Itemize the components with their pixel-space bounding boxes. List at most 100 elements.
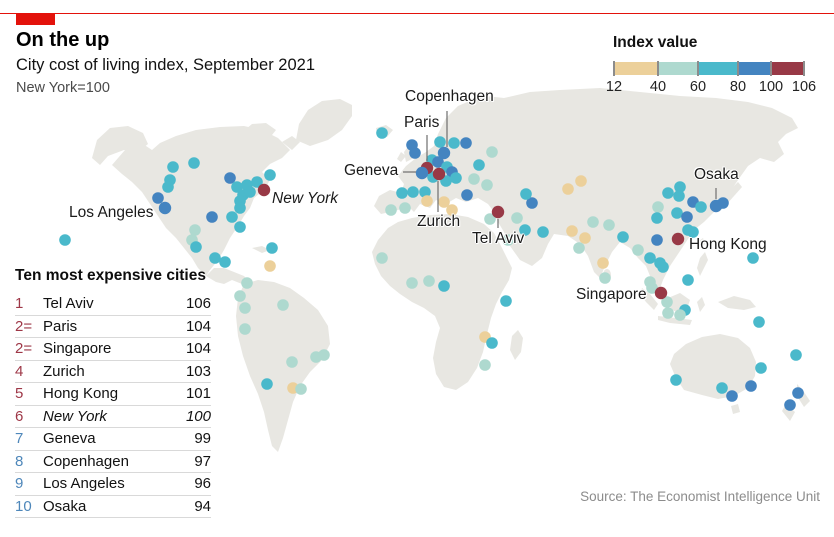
city-dot (261, 378, 273, 390)
city-dot (726, 390, 738, 402)
city-dot (671, 232, 685, 246)
legend: Index value 12 40 60 80 100 106 (606, 34, 823, 95)
rank-cell: 6 (15, 407, 24, 425)
legend-swatch (615, 62, 657, 75)
city-dot (716, 382, 728, 394)
city-dot (421, 195, 433, 207)
city-dot (432, 167, 446, 181)
city-dot (234, 221, 246, 233)
rank-cell: 8 (15, 452, 24, 470)
city-dot (662, 307, 674, 319)
leader-lines (403, 111, 717, 228)
legend-stop-label: 100 (758, 79, 784, 95)
city-dot (486, 337, 498, 349)
city-dot (396, 187, 408, 199)
city-dot (158, 201, 172, 215)
table-row: 7 Geneva 99 (15, 428, 211, 451)
table-rows: 1 Tel Aviv 106 2= Paris 104 2= Singapore 104 4 Zur… (15, 293, 211, 518)
table-row: 8 Copenhagen 97 (15, 451, 211, 473)
city-dot (790, 349, 802, 361)
city-dot (167, 161, 179, 173)
city-dot (206, 211, 218, 223)
city-dot (755, 362, 767, 374)
city-dot (573, 242, 585, 254)
rank-cell: 2= (15, 317, 33, 335)
city-cell: Los Angeles (43, 475, 125, 493)
city-dot (450, 172, 462, 184)
city-map-label: Geneva (344, 162, 399, 179)
legend-swatch (699, 62, 737, 75)
city-dot (209, 252, 221, 264)
rank-cell: 5 (15, 385, 24, 403)
city-dot (473, 159, 485, 171)
value-cell: 100 (185, 407, 211, 425)
legend-tick (803, 61, 805, 76)
city-dot (409, 147, 421, 159)
city-dot (491, 205, 505, 219)
city-dot (423, 275, 435, 287)
legend-stop-label: 60 (689, 79, 707, 95)
city-dot (434, 136, 446, 148)
city-dot (460, 137, 472, 149)
city-dot (59, 234, 71, 246)
city-dot (239, 323, 251, 335)
city-dot (234, 290, 246, 302)
unit-note: New York=100 (16, 80, 110, 96)
city-dot (682, 274, 694, 286)
city-dot (437, 146, 451, 160)
city-dot (239, 302, 251, 314)
city-dot (652, 201, 664, 213)
city-dot (479, 359, 491, 371)
city-dot (644, 252, 656, 264)
legend-stop-label: 106 (791, 79, 817, 95)
city-dot (446, 204, 458, 216)
city-dot (673, 190, 685, 202)
legend-stop-label: 40 (649, 79, 667, 95)
value-cell: 99 (194, 430, 211, 448)
source-note: Source: The Economist Intelligence Unit (580, 489, 820, 504)
city-dot (537, 226, 549, 238)
value-cell: 104 (185, 317, 211, 335)
city-dot (687, 226, 699, 238)
city-dot (709, 199, 723, 213)
city-dot (519, 224, 531, 236)
city-dot (661, 296, 673, 308)
city-cell: Hong Kong (43, 385, 119, 403)
city-dot (277, 299, 289, 311)
city-dot (376, 252, 388, 264)
city-dot (632, 244, 644, 256)
city-dot (264, 260, 276, 272)
city-cell: Osaka (43, 497, 87, 515)
city-dot (654, 286, 668, 300)
city-dot (753, 316, 765, 328)
city-dot (603, 219, 615, 231)
city-dot (575, 175, 587, 187)
city-dot (657, 261, 669, 273)
rank-cell: 7 (15, 430, 24, 448)
city-dot (385, 204, 397, 216)
table-title: Ten most expensive cities (15, 267, 206, 284)
city-dot (674, 181, 686, 193)
city-dot (234, 202, 246, 214)
legend-tick (657, 61, 659, 76)
city-dot (231, 181, 243, 193)
city-dot (266, 242, 278, 254)
city-dot (264, 169, 276, 181)
city-dot (502, 234, 514, 246)
city-cell: Zurich (43, 362, 85, 380)
city-dot (792, 387, 804, 399)
city-dot (438, 280, 450, 292)
legend-tick (613, 61, 615, 76)
city-dot (295, 383, 307, 395)
city-dot (257, 183, 271, 197)
legend-title: Index value (613, 34, 698, 51)
table-row: 4 Zurich 103 (15, 361, 211, 383)
legend-tick (737, 61, 739, 76)
continents (92, 88, 810, 452)
rank-cell: 2= (15, 340, 33, 358)
economist-red-tab (16, 13, 55, 25)
top-rule (0, 13, 834, 14)
chart-subtitle: City cost of living index, September 202… (16, 56, 315, 74)
table-row: 2= Paris 104 (15, 316, 211, 338)
